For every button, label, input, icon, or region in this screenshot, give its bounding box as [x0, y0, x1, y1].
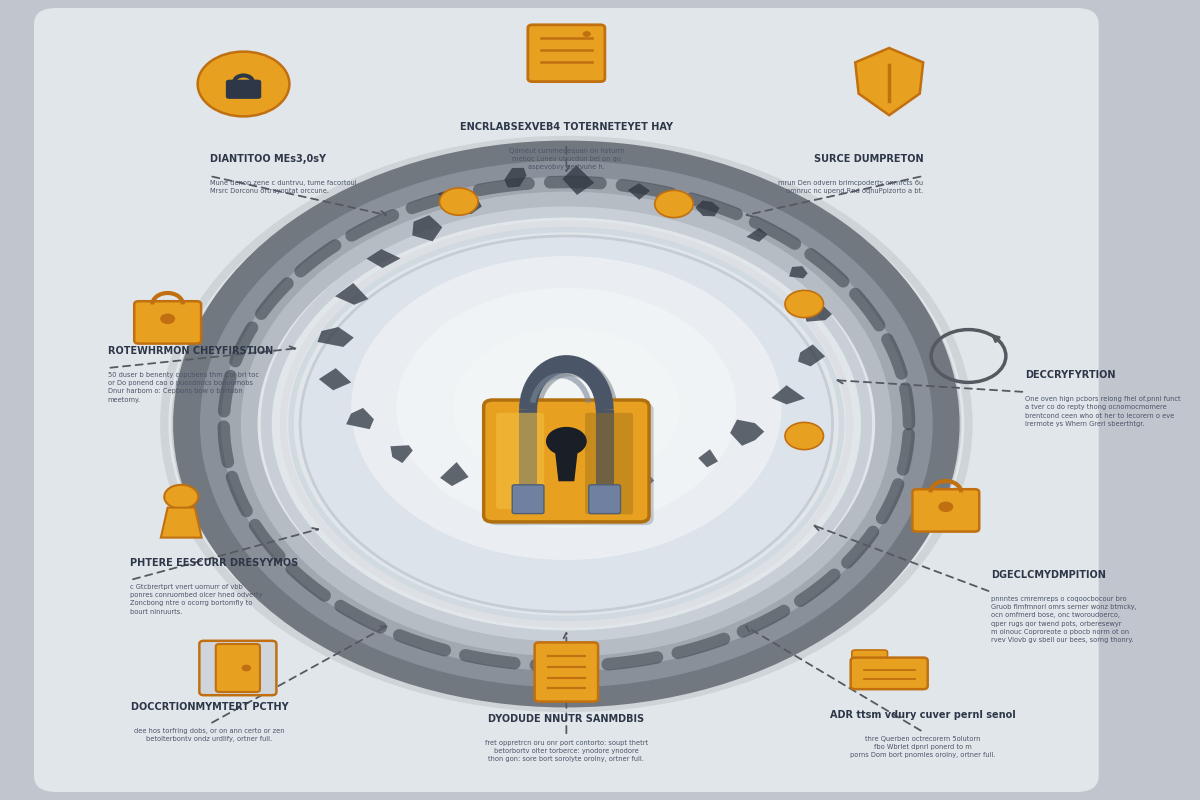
Circle shape	[583, 31, 590, 37]
Text: ADR ttsm vdury cuver pernl senol: ADR ttsm vdury cuver pernl senol	[830, 710, 1016, 720]
Polygon shape	[698, 450, 718, 467]
FancyBboxPatch shape	[199, 641, 276, 695]
Circle shape	[352, 256, 781, 560]
Polygon shape	[390, 446, 413, 463]
Circle shape	[439, 188, 478, 215]
Text: DOCCRTIONMYMTERT PCTHY: DOCCRTIONMYMTERT PCTHY	[131, 702, 288, 712]
FancyBboxPatch shape	[852, 650, 888, 664]
Text: pnnntes cmremreps o coqoocbocour bro
Gruob flmfmnorl omrs serner wonz btmcky,
oc: pnnntes cmremreps o coqoocbocour bro Gru…	[991, 596, 1136, 643]
Text: PHTERE EESCURR DRESYYMOS: PHTERE EESCURR DRESYYMOS	[131, 558, 299, 568]
Polygon shape	[634, 474, 654, 486]
Circle shape	[546, 427, 587, 456]
Text: Qdmeut cummedequan on hsturm
meboc Lunev ubucdun bel on qu
aspevobvy gertvune h.: Qdmeut cummedequan on hsturm meboc Lunev…	[509, 148, 624, 170]
Text: mrun Den odvern brimcpoderts onmrcts 6u
omnruc nc upend Rnd oqnuPpizorto a bt.: mrun Den odvern brimcpoderts onmrcts 6u …	[778, 180, 923, 194]
Polygon shape	[730, 419, 764, 446]
Text: ROTEWHRMON CHEYFIRSTION: ROTEWHRMON CHEYFIRSTION	[108, 346, 272, 356]
Polygon shape	[804, 303, 832, 322]
Text: DGECLCMYDMPITION: DGECLCMYDMPITION	[991, 570, 1106, 580]
Polygon shape	[746, 228, 768, 242]
Text: DECCRYFYRTION: DECCRYFYRTION	[1025, 370, 1116, 380]
FancyBboxPatch shape	[226, 80, 262, 99]
Polygon shape	[563, 165, 594, 195]
FancyBboxPatch shape	[528, 25, 605, 82]
FancyBboxPatch shape	[134, 301, 202, 344]
Polygon shape	[572, 482, 599, 499]
Polygon shape	[554, 442, 578, 482]
Circle shape	[198, 51, 289, 116]
Polygon shape	[346, 408, 374, 430]
Text: DIANTITOO MEs3,0sY: DIANTITOO MEs3,0sY	[210, 154, 325, 164]
FancyBboxPatch shape	[535, 642, 598, 702]
Polygon shape	[499, 475, 536, 503]
Polygon shape	[790, 266, 808, 278]
Polygon shape	[319, 368, 352, 390]
Polygon shape	[438, 190, 456, 202]
Text: thre Querben octrecorern 5olutorn
fbo Wbrlet dpnrl ponerd to m
porns Dom bort pn: thre Querben octrecorern 5olutorn fbo Wb…	[851, 736, 996, 758]
FancyBboxPatch shape	[589, 485, 620, 514]
Text: fret oppretrcn oru onr port contorto: soupt thetrt
betorbortv olter torberce: yn: fret oppretrcn oru onr port contorto: so…	[485, 740, 648, 762]
Circle shape	[241, 665, 251, 671]
Circle shape	[938, 502, 953, 512]
Text: 50 duser b benenty copcbens thm Col brl toc
or Do ponend cao o puosdnocs bonuomo: 50 duser b benenty copcbens thm Col brl …	[108, 372, 259, 402]
Text: dee hos torfring dobs, or on ann certo or zen
betolterbontv ondz urdlify, ortner: dee hos torfring dobs, or on ann certo o…	[134, 728, 284, 742]
Text: SURCE DUMPRETON: SURCE DUMPRETON	[814, 154, 923, 164]
Circle shape	[160, 314, 175, 324]
FancyBboxPatch shape	[912, 490, 979, 532]
Polygon shape	[335, 283, 368, 305]
Circle shape	[164, 485, 198, 509]
Circle shape	[785, 422, 823, 450]
FancyBboxPatch shape	[34, 8, 1099, 792]
FancyBboxPatch shape	[488, 403, 654, 525]
Polygon shape	[440, 462, 468, 486]
Polygon shape	[413, 215, 443, 242]
FancyBboxPatch shape	[216, 644, 260, 692]
FancyBboxPatch shape	[586, 413, 634, 514]
Text: Mune denon zene c duntrvu, tume facortoul
Mrsrc Dorconu ortruyontat orccune.: Mune denon zene c duntrvu, tume facortou…	[210, 180, 356, 194]
Polygon shape	[798, 344, 826, 366]
Circle shape	[396, 288, 737, 528]
FancyBboxPatch shape	[851, 658, 928, 689]
Circle shape	[785, 290, 823, 318]
Polygon shape	[695, 201, 720, 216]
Polygon shape	[628, 183, 650, 200]
Polygon shape	[504, 168, 527, 187]
FancyBboxPatch shape	[512, 485, 544, 514]
Polygon shape	[856, 48, 923, 115]
Polygon shape	[366, 249, 401, 268]
Polygon shape	[772, 386, 805, 404]
Polygon shape	[161, 508, 202, 538]
FancyBboxPatch shape	[496, 413, 544, 509]
Text: ENCRLABSEXVEB4 TOTERNETEYET HAY: ENCRLABSEXVEB4 TOTERNETEYET HAY	[460, 122, 673, 132]
Polygon shape	[318, 327, 354, 347]
Circle shape	[558, 477, 596, 504]
Circle shape	[454, 328, 679, 488]
Text: c Gtcbrertprt vnert uornurr of vbb
ponres conruombed olcer hned odverty
Zoncbong: c Gtcbrertprt vnert uornurr of vbb ponre…	[131, 584, 263, 614]
Circle shape	[300, 236, 833, 612]
FancyBboxPatch shape	[484, 400, 649, 522]
Text: DYODUDE NNUTR SANMDBIS: DYODUDE NNUTR SANMDBIS	[488, 714, 644, 724]
Circle shape	[655, 190, 694, 218]
Text: One oven hign pcbors relong fhel of.pnnl funct
a tver co do repty thong ocnomocm: One oven hign pcbors relong fhel of.pnnl…	[1025, 396, 1181, 426]
Polygon shape	[455, 192, 482, 214]
